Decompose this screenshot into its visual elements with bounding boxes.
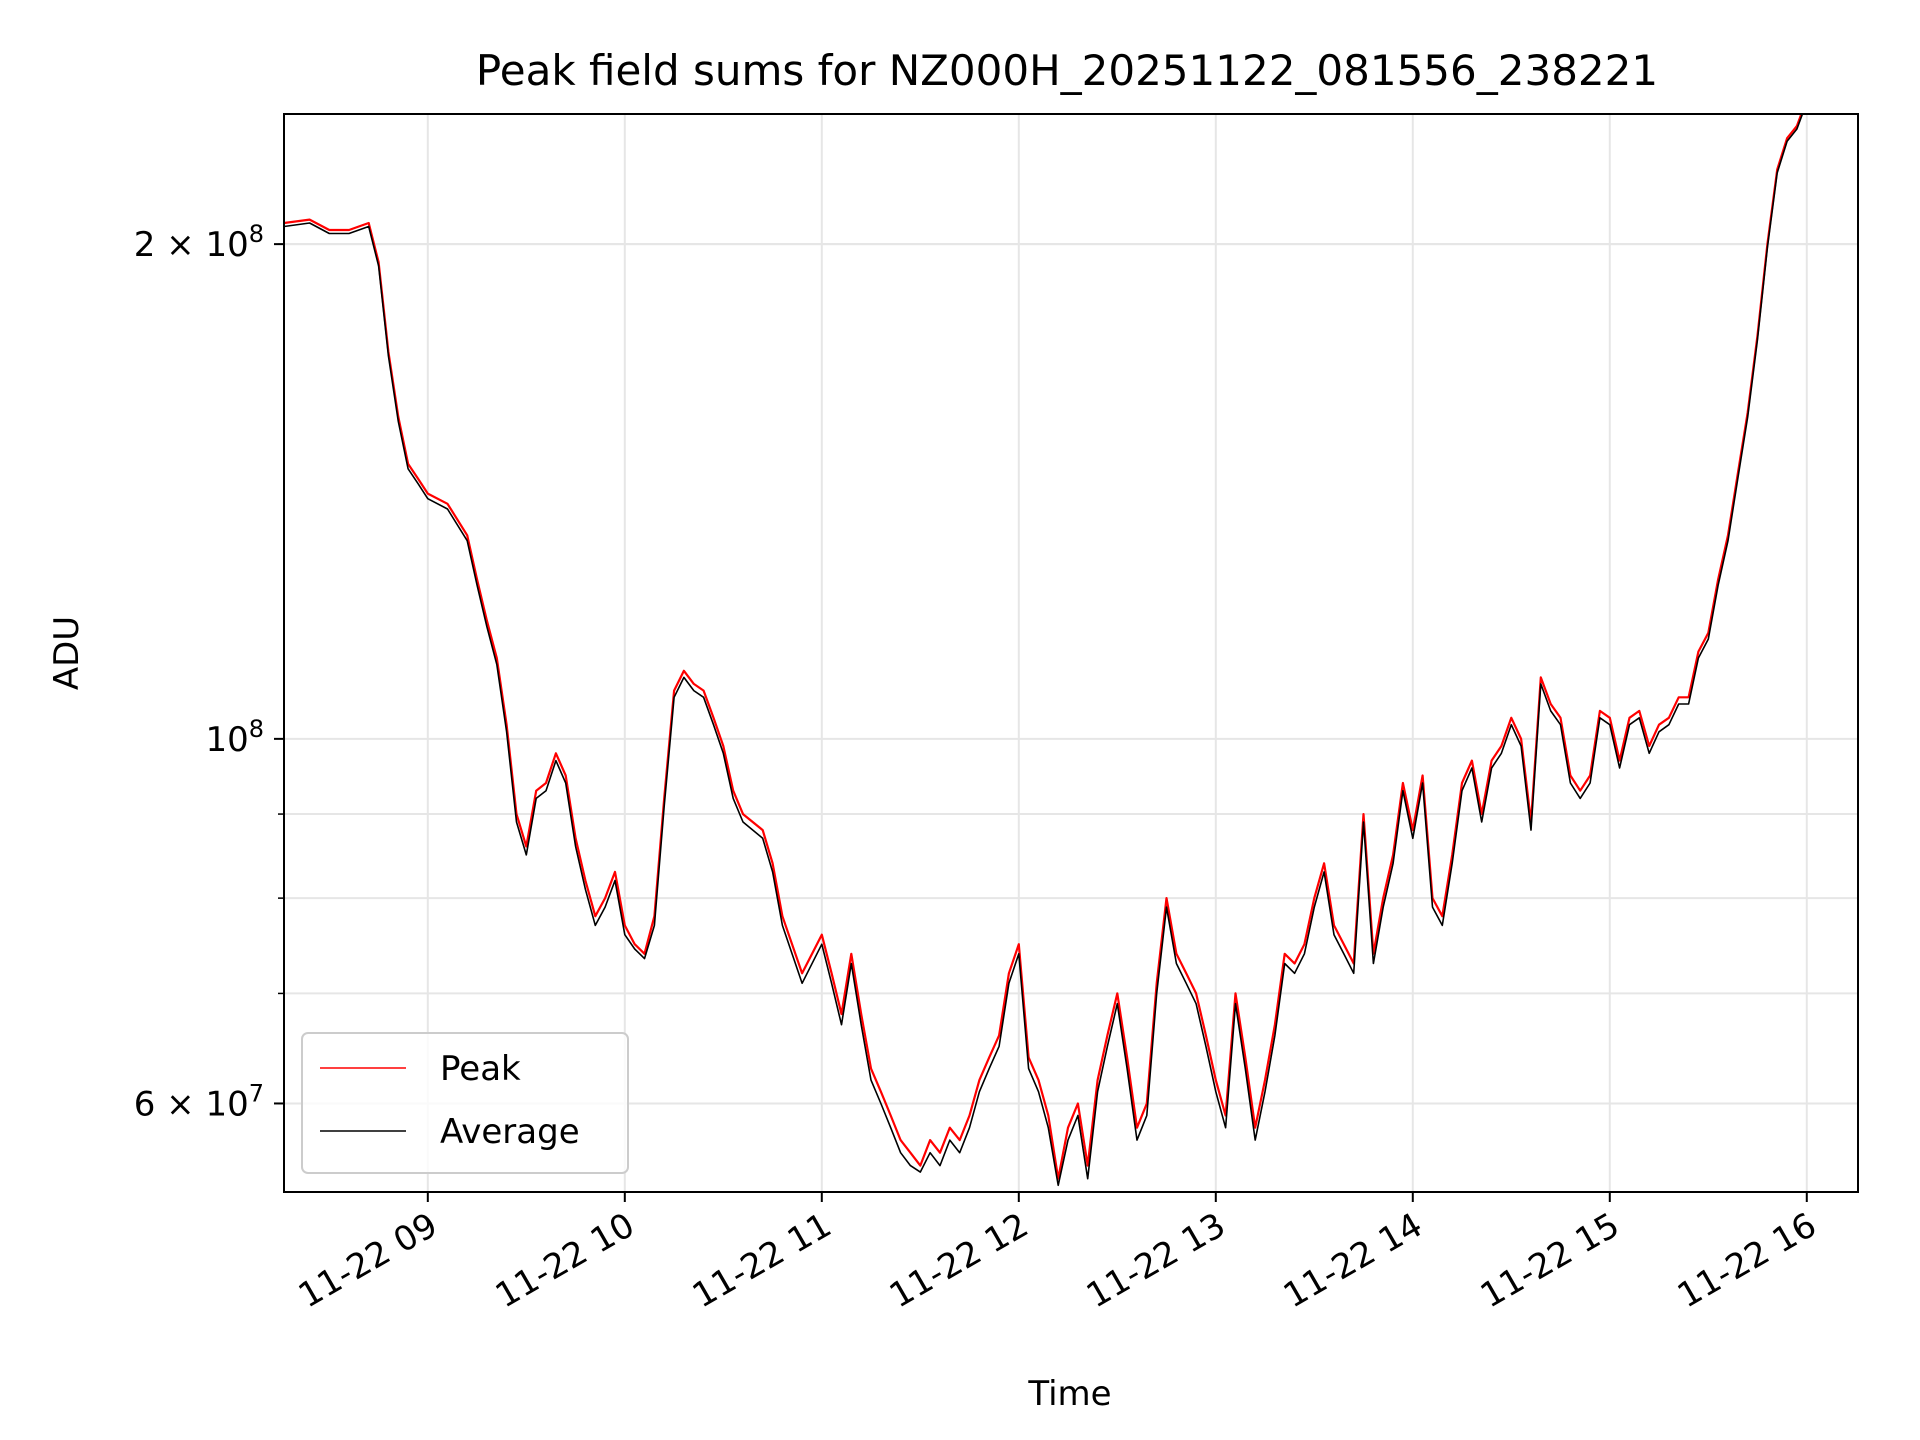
- x-axis-label: Time: [1027, 1374, 1111, 1414]
- y-tick-label: 6 × 107: [134, 1079, 264, 1124]
- chart-title: Peak field sums for NZ000H_20251122_0815…: [476, 46, 1658, 95]
- y-tick-label: 2 × 108: [134, 220, 264, 265]
- y-axis-label: ADU: [47, 616, 87, 690]
- figure-background: [0, 0, 1920, 1440]
- figure: Peak field sums for NZ000H_20251122_0815…: [0, 0, 1920, 1440]
- legend-label-peak: Peak: [440, 1049, 521, 1089]
- legend-label-average: Average: [440, 1112, 580, 1152]
- legend: Peak Average: [302, 1033, 628, 1173]
